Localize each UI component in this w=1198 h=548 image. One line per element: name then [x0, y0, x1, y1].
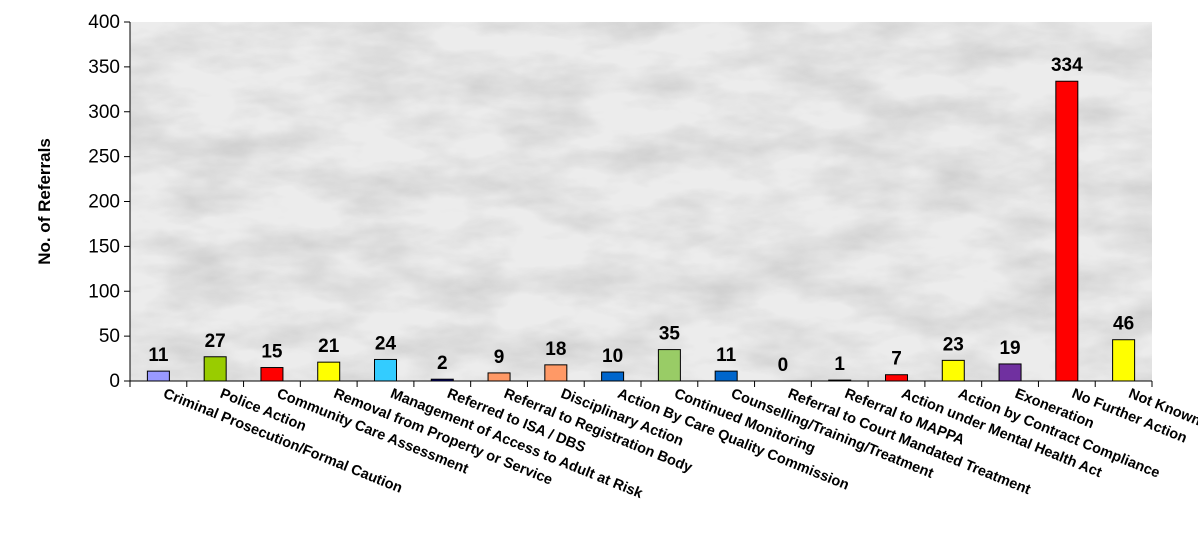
- data-label: 11: [716, 345, 737, 366]
- y-axis-title: No. of Referrals: [35, 138, 54, 265]
- y-tick-label: 400: [88, 12, 120, 33]
- bar: [885, 374, 908, 382]
- data-label: 10: [602, 346, 623, 367]
- y-axis: 0 50 100 150 200 250 300 350 400: [88, 12, 131, 392]
- data-label: 11: [148, 345, 169, 366]
- bar: [487, 372, 511, 382]
- bar-series: [146, 80, 1136, 382]
- y-tick-label: 150: [88, 236, 120, 257]
- y-tick-label: 50: [99, 326, 120, 347]
- bar: [430, 378, 454, 382]
- data-label: 18: [545, 339, 566, 360]
- data-label: 334: [1051, 55, 1083, 76]
- data-label: 35: [659, 324, 681, 345]
- y-tick-label: 100: [88, 281, 120, 302]
- bar: [714, 370, 738, 382]
- bar: [828, 379, 852, 382]
- x-axis: [129, 380, 1153, 387]
- bar: [146, 370, 170, 382]
- data-label: 27: [205, 331, 226, 352]
- data-label: 7: [891, 349, 902, 370]
- y-tick-label: 0: [109, 371, 120, 392]
- data-label: 46: [1113, 314, 1134, 335]
- bar: [941, 359, 965, 382]
- category-labels: Criminal Prosecution/Formal CautionPolic…: [161, 386, 1198, 502]
- data-label: 21: [318, 336, 340, 357]
- plot-marble-texture: [130, 22, 1152, 381]
- bar: [1055, 80, 1079, 382]
- bar: [203, 356, 227, 382]
- bar: [374, 358, 397, 382]
- data-label: 1: [834, 354, 845, 375]
- data-label: 9: [494, 347, 505, 368]
- y-tick-label: 350: [88, 57, 120, 78]
- data-label: 2: [437, 353, 448, 374]
- bar: [260, 367, 284, 382]
- bar: [317, 361, 341, 382]
- plot-area: [130, 22, 1152, 381]
- data-label: 24: [375, 333, 397, 354]
- data-label: 19: [999, 338, 1020, 359]
- bar: [657, 349, 681, 382]
- data-label: 0: [778, 355, 789, 376]
- data-labels: 11 27 15 21 24 2 9 18 10 35 11 0 1 7 23 19 334 46: [148, 55, 1134, 376]
- bar: [1112, 339, 1136, 382]
- data-label: 23: [943, 334, 964, 355]
- bar: [998, 363, 1022, 382]
- bar: [544, 364, 568, 382]
- y-tick-label: 200: [88, 192, 120, 213]
- bar: [601, 371, 625, 382]
- data-label: 15: [261, 342, 283, 363]
- y-tick-label: 250: [88, 147, 120, 168]
- y-tick-label: 300: [88, 102, 120, 123]
